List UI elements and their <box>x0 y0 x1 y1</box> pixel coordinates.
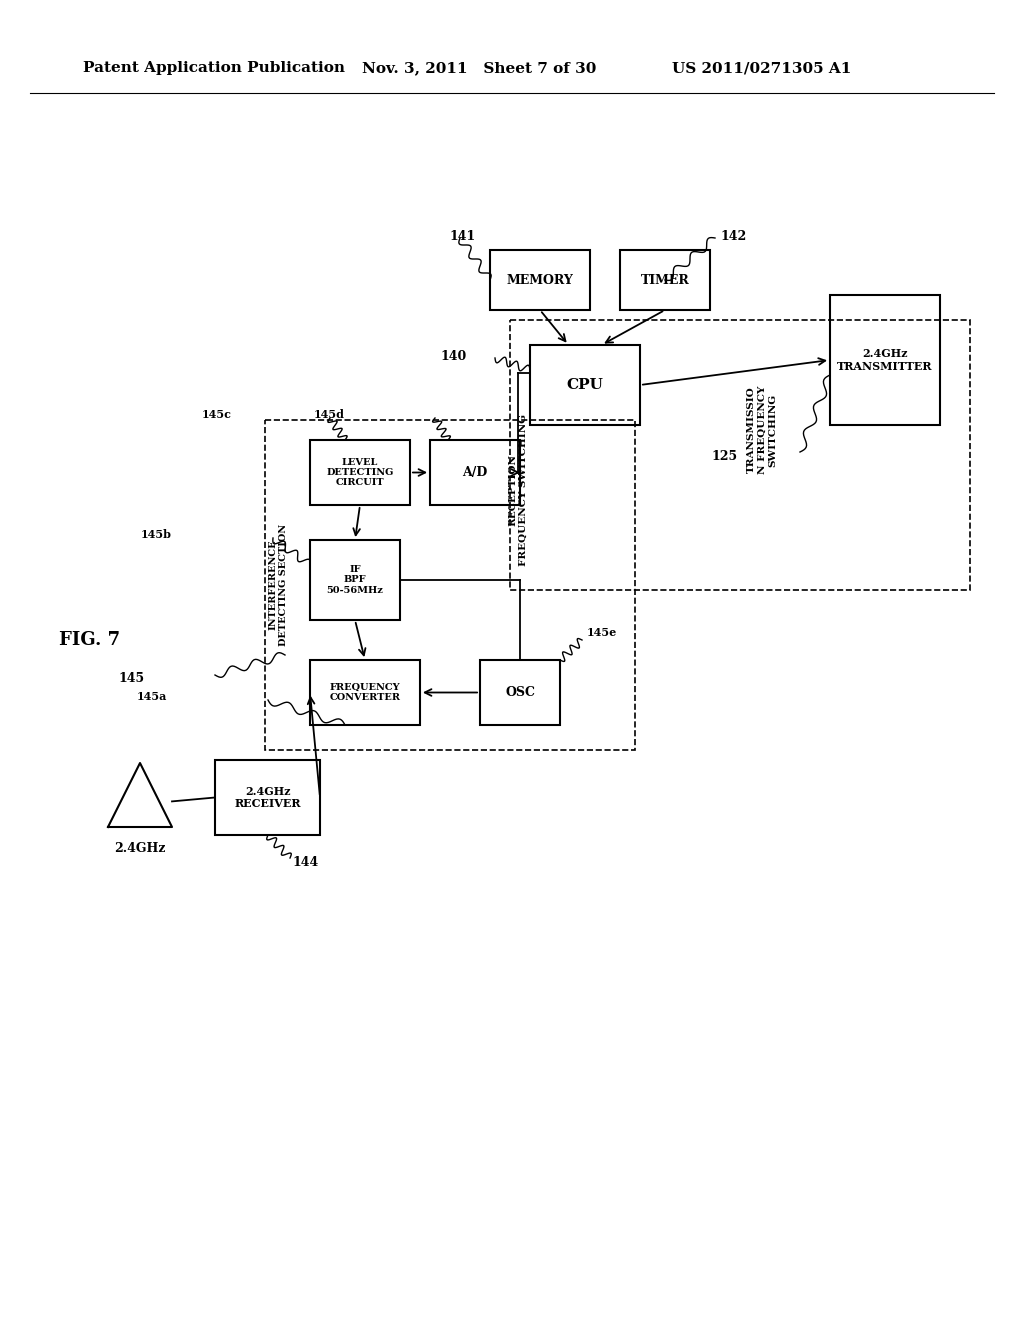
Text: 141: 141 <box>450 231 476 243</box>
Text: RECEPTION
FREQUENCY SWITCHING: RECEPTION FREQUENCY SWITCHING <box>508 414 527 566</box>
Text: CPU: CPU <box>566 378 603 392</box>
Text: 145b: 145b <box>141 529 172 540</box>
Text: INTERFERENCE
DETECTING SECTION: INTERFERENCE DETECTING SECTION <box>268 524 288 645</box>
Bar <box>530 345 640 425</box>
Text: 2.4GHz: 2.4GHz <box>115 842 166 855</box>
Bar <box>430 440 520 506</box>
Bar <box>215 760 319 836</box>
Text: 145d: 145d <box>314 409 345 421</box>
Bar <box>490 249 590 310</box>
Text: LEVEL
DETECTING
CIRCUIT: LEVEL DETECTING CIRCUIT <box>327 458 393 487</box>
Bar <box>310 660 420 725</box>
Text: IF
BPF
50-56MHz: IF BPF 50-56MHz <box>327 565 383 595</box>
Bar <box>620 249 710 310</box>
Text: A/D: A/D <box>463 466 487 479</box>
Bar <box>830 294 940 425</box>
Text: 145a: 145a <box>136 692 167 702</box>
Bar <box>310 440 410 506</box>
Text: 2.4GHz
TRANSMITTER: 2.4GHz TRANSMITTER <box>838 348 933 372</box>
Text: Nov. 3, 2011   Sheet 7 of 30: Nov. 3, 2011 Sheet 7 of 30 <box>362 61 596 75</box>
Text: 144: 144 <box>293 857 319 870</box>
Text: 145: 145 <box>119 672 145 685</box>
Text: MEMORY: MEMORY <box>507 273 573 286</box>
Text: 140: 140 <box>440 350 467 363</box>
Text: TRANSMISSIO
N FREQUENCY
SWITCHING: TRANSMISSIO N FREQUENCY SWITCHING <box>748 385 777 474</box>
Text: 125: 125 <box>712 450 738 463</box>
Text: US 2011/0271305 A1: US 2011/0271305 A1 <box>672 61 851 75</box>
Bar <box>265 420 635 750</box>
Text: 145c: 145c <box>202 409 232 421</box>
Text: OSC: OSC <box>505 686 535 700</box>
Bar <box>510 319 970 590</box>
Text: FREQUENCY
CONVERTER: FREQUENCY CONVERTER <box>330 682 400 702</box>
Text: 2.4GHz
RECEIVER: 2.4GHz RECEIVER <box>234 785 301 809</box>
Bar <box>310 540 400 620</box>
Text: FIG. 7: FIG. 7 <box>59 631 121 649</box>
Text: Patent Application Publication: Patent Application Publication <box>83 61 345 75</box>
Text: 142: 142 <box>720 231 746 243</box>
Text: 145e: 145e <box>587 627 617 638</box>
Text: TIMER: TIMER <box>641 273 689 286</box>
Bar <box>480 660 560 725</box>
